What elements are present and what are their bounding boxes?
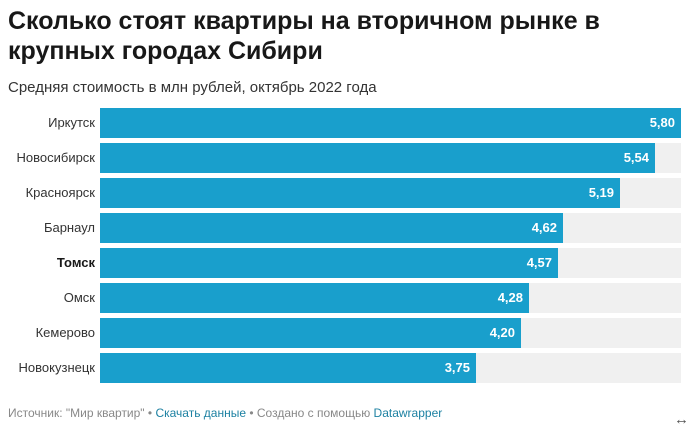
footer-separator: • (246, 406, 257, 420)
value-label: 4,20 (489, 325, 515, 340)
bar-track: 4,57 (100, 248, 681, 278)
chart-title: Сколько стоят квартиры на вторичном рынк… (8, 7, 600, 65)
bar-row: Красноярск 5,19 (0, 178, 695, 208)
bar-row: Новокузнецк 3,75 (0, 353, 695, 383)
bar-row: Томск 4,57 (0, 248, 695, 278)
chart-footer: Источник: "Мир квартир" • Скачать данные… (8, 406, 442, 420)
bar-chart: Иркутск 5,80 Новосибирск 5,54 Красноярск 5,19… (0, 108, 695, 390)
bar-track: 4,20 (100, 318, 681, 348)
bar (100, 283, 529, 313)
bar (100, 143, 655, 173)
download-data-link[interactable]: Скачать данные (155, 406, 247, 420)
bar-track: 4,28 (100, 283, 681, 313)
created-with-text: Создано с помощью (256, 406, 374, 420)
bar-row: Иркутск 5,80 (0, 108, 695, 138)
category-label: Иркутск (48, 115, 95, 130)
category-label: Новокузнецк (18, 360, 95, 375)
bar-track: 5,19 (100, 178, 681, 208)
value-label: 4,28 (497, 290, 523, 305)
expand-icon[interactable]: ↔ (674, 411, 689, 428)
category-label: Красноярск (25, 185, 95, 200)
value-label: 4,62 (531, 220, 557, 235)
value-label: 5,80 (649, 115, 675, 130)
category-label: Новосибирск (16, 150, 96, 165)
bar (100, 248, 558, 278)
category-label: Омск (63, 290, 95, 305)
bar-row: Омск 4,28 (0, 283, 695, 313)
bar-track: 4,62 (100, 213, 681, 243)
footer-separator: • (144, 406, 156, 420)
bar (100, 178, 620, 208)
bar-track: 3,75 (100, 353, 681, 383)
value-label: 5,19 (588, 185, 614, 200)
category-label: Томск (56, 255, 95, 270)
category-label: Барнаул (43, 220, 95, 235)
bar-track: 5,54 (100, 143, 681, 173)
bar-row: Кемерово 4,20 (0, 318, 695, 348)
bar (100, 318, 521, 348)
category-label: Кемерово (35, 325, 95, 340)
bar-track: 5,80 (100, 108, 681, 138)
value-label: 4,57 (526, 255, 552, 270)
bar (100, 108, 681, 138)
bar-row: Новосибирск 5,54 (0, 143, 695, 173)
bar (100, 213, 563, 243)
chart-subtitle: Средняя стоимость в млн рублей, октябрь … (8, 79, 377, 96)
bar-row: Барнаул 4,62 (0, 213, 695, 243)
source-text: Источник: "Мир квартир" (8, 406, 145, 420)
value-label: 3,75 (444, 360, 470, 375)
value-label: 5,54 (623, 150, 649, 165)
datawrapper-link[interactable]: Datawrapper (373, 406, 443, 420)
bar (100, 353, 476, 383)
